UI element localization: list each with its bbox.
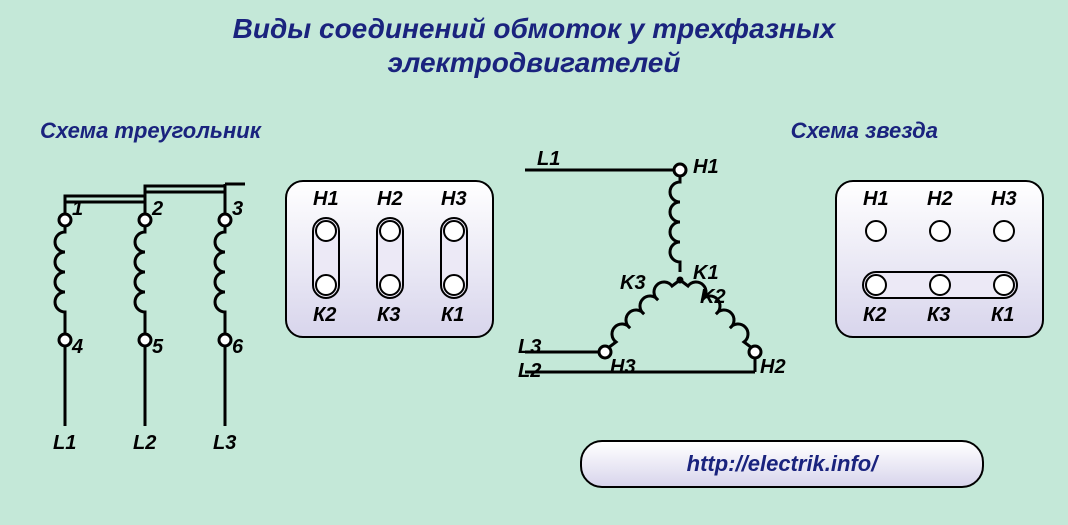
delta-term-k1: К1 — [441, 304, 464, 327]
star-h1: H1 — [693, 156, 719, 179]
delta-node-3: 3 — [232, 198, 243, 221]
delta-node-1: 1 — [72, 198, 83, 221]
delta-term-k2: К2 — [313, 304, 336, 327]
star-k2: K2 — [700, 286, 726, 309]
star-k1: K1 — [693, 262, 719, 285]
title-line2: электродвигателей — [387, 47, 680, 78]
delta-node-6: 6 — [232, 336, 243, 359]
delta-circuit — [25, 180, 285, 460]
source-url: http://electrik.info/ — [580, 440, 984, 488]
star-k3: K3 — [620, 272, 646, 295]
star-term-h1: H1 — [863, 188, 889, 211]
delta-node-5: 5 — [152, 336, 163, 359]
star-l3: L3 — [518, 336, 541, 359]
star-term-h3: H3 — [991, 188, 1017, 211]
page-title: Виды соединений обмоток у трехфазных эле… — [0, 0, 1068, 83]
delta-l3: L3 — [213, 432, 236, 455]
star-term-k2: К2 — [863, 304, 886, 327]
title-line1: Виды соединений обмоток у трехфазных — [233, 13, 836, 44]
star-h2: H2 — [760, 356, 786, 379]
delta-l1: L1 — [53, 432, 76, 455]
star-terminal-box: H1 H2 H3 К2 К3 К1 — [835, 180, 1044, 338]
delta-term-h1: H1 — [313, 188, 339, 211]
delta-terminal-box: H1 H2 H3 К2 К3 К1 — [285, 180, 494, 338]
star-term-k3: К3 — [927, 304, 950, 327]
star-term-h2: H2 — [927, 188, 953, 211]
delta-subtitle: Схема треугольник — [40, 118, 261, 144]
star-l2: L2 — [518, 360, 541, 383]
delta-node-4: 4 — [72, 336, 83, 359]
delta-term-h3: H3 — [441, 188, 467, 211]
delta-node-2: 2 — [152, 198, 163, 221]
delta-l2: L2 — [133, 432, 156, 455]
delta-term-h2: H2 — [377, 188, 403, 211]
delta-term-k3: К3 — [377, 304, 400, 327]
star-term-k1: К1 — [991, 304, 1014, 327]
star-h3: H3 — [610, 356, 636, 379]
